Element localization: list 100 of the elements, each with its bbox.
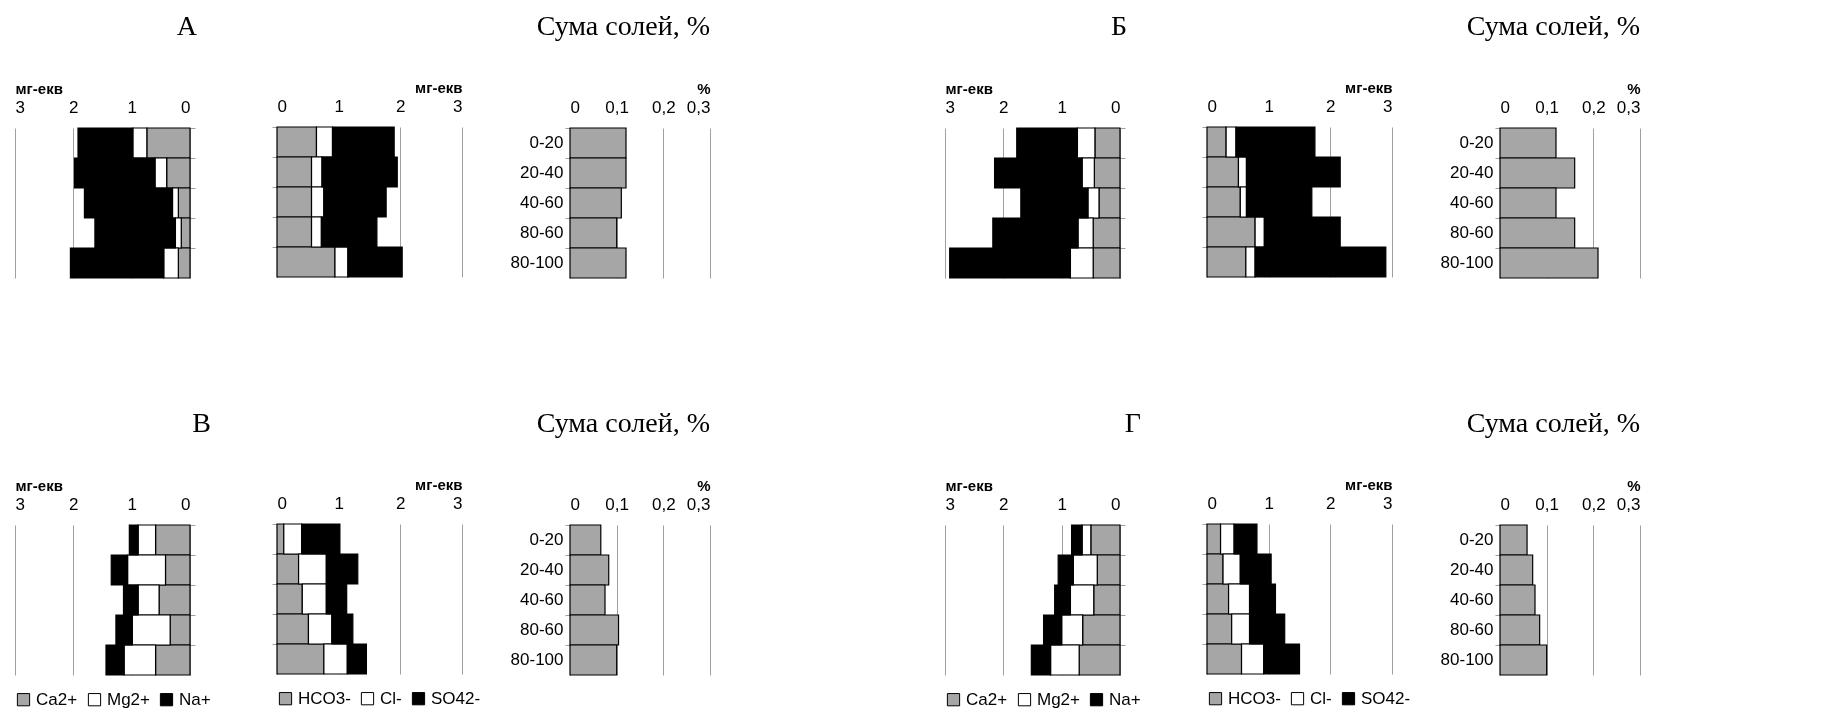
x-tick-label: 3 (945, 494, 955, 514)
legend-label: Na+ (1109, 689, 1141, 709)
x-axis-title: мг-екв (15, 79, 63, 97)
x-tick-label: 1 (1264, 493, 1274, 513)
x-tick-label: 3 (1383, 96, 1393, 116)
x-tick-label: 0,1 (1535, 97, 1559, 117)
x-axis-title: % (1627, 476, 1641, 494)
y-tick-label: 80-100 (510, 650, 564, 669)
y-tick-label: 0-20 (1459, 133, 1494, 152)
x-tick-label: 0,2 (652, 97, 676, 117)
x-tick-label: 2 (999, 97, 1009, 117)
x-tick-label: 1 (1057, 97, 1067, 117)
y-tick-label: 80-60 (1450, 620, 1494, 639)
x-tick-label: 0 (181, 97, 191, 117)
x-tick-label: 1 (127, 494, 137, 514)
legend-label: SO42- (1361, 688, 1411, 708)
x-tick-label: 0 (1207, 96, 1217, 116)
x-tick-label: 0 (1500, 494, 1510, 514)
chart-title: Сума солей, % (536, 10, 710, 41)
legend-label: HCO3- (1228, 688, 1281, 708)
legend-label: HCO3- (298, 688, 351, 708)
x-tick-label: 0 (277, 96, 287, 116)
x-tick-label: 3 (945, 97, 955, 117)
y-tick-label: 80-60 (520, 223, 564, 242)
y-tick-label: 40-60 (520, 590, 564, 609)
x-axis-title: мг-екв (945, 79, 993, 97)
x-tick-label: 0 (570, 97, 580, 117)
x-axis-title: % (697, 476, 711, 494)
x-tick-label: 2 (1326, 96, 1336, 116)
y-tick-label: 20-40 (520, 163, 564, 182)
y-tick-label: 40-60 (1450, 590, 1494, 609)
x-tick-label: 0 (181, 494, 191, 514)
y-tick-label: 20-40 (1450, 163, 1494, 182)
legend-label: Cl- (380, 688, 402, 708)
x-tick-label: 0 (1500, 97, 1510, 117)
x-tick-label: 2 (396, 493, 406, 513)
x-tick-label: 3 (15, 97, 25, 117)
x-tick-label: 0,3 (686, 97, 711, 117)
y-tick-label: 80-60 (520, 620, 564, 639)
x-axis-title: мг-екв (415, 78, 463, 96)
y-tick-label: 20-40 (1450, 560, 1494, 579)
x-tick-label: 1 (1057, 494, 1067, 514)
chart-title: Сума солей, % (1466, 10, 1640, 41)
x-tick-label: 2 (999, 494, 1009, 514)
x-tick-label: 0,3 (686, 494, 711, 514)
y-tick-label: 80-100 (1440, 253, 1494, 272)
x-tick-label: 0,2 (652, 494, 676, 514)
legend-label: Ca2+ (966, 689, 1008, 709)
x-tick-label: 0,3 (1616, 494, 1641, 514)
legend-label: Mg2+ (107, 689, 151, 709)
chart-title: Сума солей, % (536, 407, 710, 438)
legend-label: Cl- (1310, 688, 1332, 708)
x-axis-title: мг-екв (1345, 78, 1393, 96)
x-tick-label: 3 (1383, 493, 1393, 513)
x-tick-label: 0,1 (605, 494, 629, 514)
x-tick-label: 3 (15, 494, 25, 514)
x-tick-label: 2 (1326, 493, 1336, 513)
legend-label: Ca2+ (36, 689, 78, 709)
y-tick-label: 80-100 (1440, 650, 1494, 669)
x-tick-label: 0,2 (1582, 97, 1606, 117)
x-tick-label: 3 (453, 96, 463, 116)
y-tick-label: 80-100 (510, 253, 564, 272)
x-tick-label: 2 (69, 97, 79, 117)
x-tick-label: 0 (1111, 97, 1121, 117)
x-tick-label: 0 (570, 494, 580, 514)
x-tick-label: 0 (1111, 494, 1121, 514)
chart-title: В (192, 407, 211, 438)
y-tick-label: 0-20 (529, 530, 564, 549)
x-tick-label: 0,1 (1535, 494, 1559, 514)
x-tick-label: 0,2 (1582, 494, 1606, 514)
x-tick-label: 0,1 (605, 97, 629, 117)
y-tick-label: 0-20 (529, 133, 564, 152)
y-tick-label: 80-60 (1450, 223, 1494, 242)
x-tick-label: 1 (1264, 96, 1274, 116)
y-tick-label: 40-60 (1450, 193, 1494, 212)
x-axis-title: % (697, 79, 711, 97)
legend-label: Mg2+ (1037, 689, 1081, 709)
x-tick-label: 0 (277, 493, 287, 513)
x-axis-title: мг-екв (15, 476, 63, 494)
x-tick-label: 1 (334, 493, 344, 513)
x-tick-label: 0 (1207, 493, 1217, 513)
x-tick-label: 1 (334, 96, 344, 116)
chart-title: Г (1124, 407, 1141, 438)
x-axis-title: мг-екв (1345, 475, 1393, 493)
x-tick-label: 2 (69, 494, 79, 514)
x-axis-title: мг-екв (945, 476, 993, 494)
x-tick-label: 2 (396, 96, 406, 116)
x-tick-label: 3 (453, 493, 463, 513)
chart-title: А (176, 10, 198, 41)
y-tick-label: 20-40 (520, 560, 564, 579)
legend-label: Na+ (179, 689, 211, 709)
chart-title: Сума солей, % (1466, 407, 1640, 438)
x-axis-title: мг-екв (415, 475, 463, 493)
x-tick-label: 0,3 (1616, 97, 1641, 117)
chart-title: Б (1110, 10, 1127, 41)
legend-label: SO42- (431, 688, 481, 708)
x-axis-title: % (1627, 79, 1641, 97)
x-tick-label: 1 (127, 97, 137, 117)
y-tick-label: 0-20 (1459, 530, 1494, 549)
y-tick-label: 40-60 (520, 193, 564, 212)
